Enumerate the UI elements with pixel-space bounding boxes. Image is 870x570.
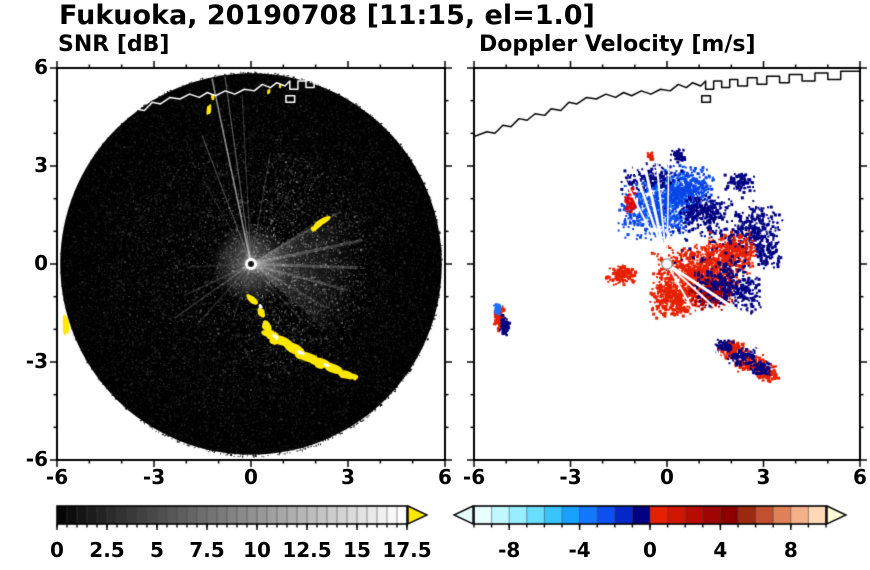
- y-tick-label: 6: [34, 55, 48, 79]
- x-tick-label: 3: [341, 465, 355, 489]
- doppler-ppi-plot: [466, 60, 868, 468]
- colorbar-tick-label: 17.5: [382, 538, 432, 562]
- figure-title: Fukuoka, 20190708 [11:15, el=1.0]: [59, 0, 595, 31]
- colorbar-tick-label: 2.5: [89, 538, 125, 562]
- x-tick-label: 3: [756, 465, 771, 489]
- colorbar-tick-label: 0: [50, 538, 64, 562]
- snr-colorbar: [33, 503, 431, 535]
- colorbar-tick-label: -4: [568, 538, 591, 562]
- colorbar-tick-label: 7.5: [189, 538, 225, 562]
- x-tick-label: 6: [853, 465, 867, 489]
- y-tick-label: -3: [25, 349, 48, 373]
- colorbar-tick-label: 0: [643, 538, 657, 562]
- x-tick-label: 0: [244, 465, 258, 489]
- x-tick-label: -6: [45, 465, 69, 489]
- y-tick-label: -6: [25, 447, 48, 471]
- snr-ppi-plot: [49, 60, 453, 468]
- y-tick-label: 0: [34, 251, 48, 275]
- colorbar-tick-label: 8: [783, 538, 798, 562]
- colorbar-tick-label: 4: [713, 538, 728, 562]
- x-tick-label: -3: [142, 465, 166, 489]
- x-tick-label: 6: [438, 465, 452, 489]
- colorbar-tick-label: 15: [343, 538, 371, 562]
- doppler-colorbar: [450, 503, 850, 535]
- x-tick-label: -6: [462, 465, 486, 489]
- colorbar-tick-label: 10: [243, 538, 271, 562]
- y-tick-label: 3: [34, 153, 48, 177]
- colorbar-tick-label: -8: [498, 538, 521, 562]
- colorbar-tick-label: 12.5: [282, 538, 332, 562]
- x-tick-label: -3: [559, 465, 582, 489]
- snr-panel-title: SNR [dB]: [58, 32, 170, 57]
- x-tick-label: 0: [660, 465, 674, 489]
- colorbar-tick-label: 5: [150, 538, 164, 562]
- doppler-panel-title: Doppler Velocity [m/s]: [479, 32, 756, 57]
